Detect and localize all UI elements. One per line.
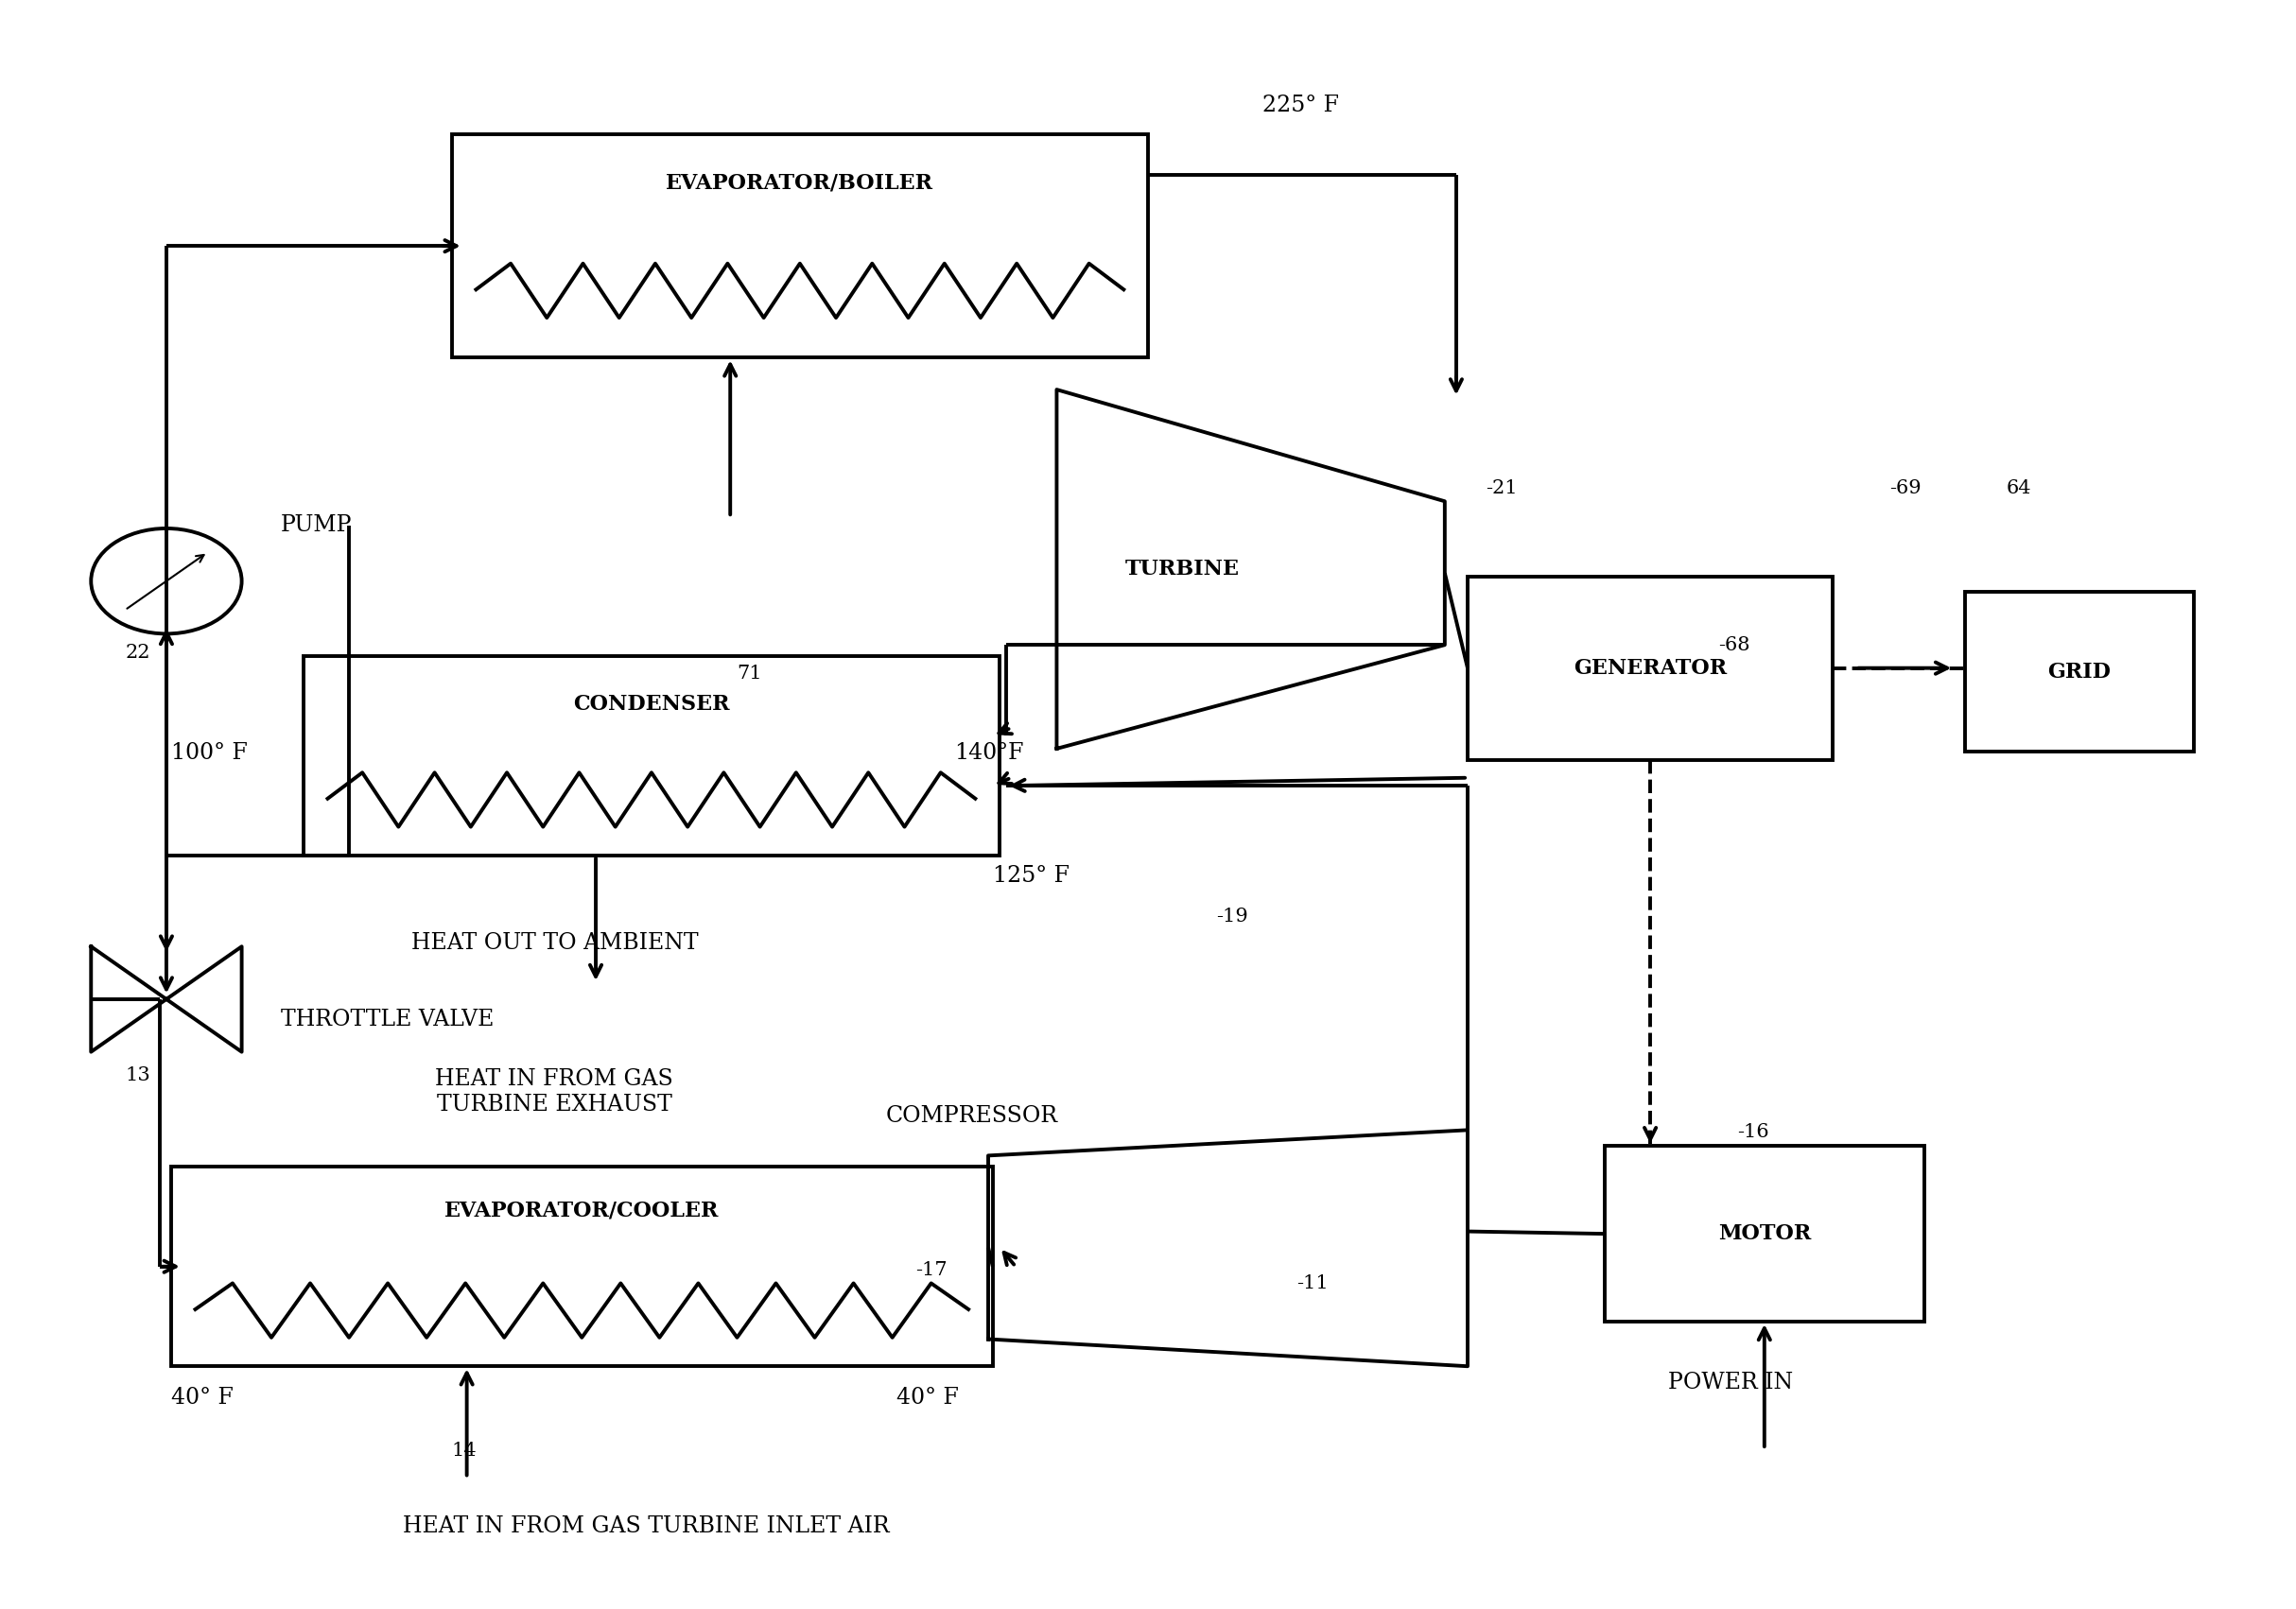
- Text: POWER IN: POWER IN: [1667, 1371, 1793, 1393]
- Text: 71: 71: [737, 665, 762, 682]
- Text: 40° F: 40° F: [898, 1387, 960, 1409]
- Bar: [170, 1167, 992, 1366]
- Text: -16: -16: [1738, 1123, 1768, 1141]
- Text: -19: -19: [1217, 907, 1249, 925]
- Text: 125° F: 125° F: [992, 866, 1070, 887]
- Text: -11: -11: [1297, 1274, 1329, 1292]
- Text: CONDENSER: CONDENSER: [574, 693, 730, 714]
- Text: COMPRESSOR: COMPRESSOR: [886, 1105, 1058, 1126]
- Bar: [1605, 1146, 1924, 1321]
- Text: -17: -17: [916, 1261, 946, 1279]
- Text: 225° F: 225° F: [1263, 95, 1339, 116]
- Text: GRID: GRID: [2048, 661, 2110, 682]
- Text: 64: 64: [2007, 479, 2032, 497]
- Text: 14: 14: [452, 1442, 478, 1459]
- Text: 140°F: 140°F: [953, 743, 1024, 764]
- Text: HEAT IN FROM GAS
TURBINE EXHAUST: HEAT IN FROM GAS TURBINE EXHAUST: [436, 1068, 673, 1115]
- Text: MOTOR: MOTOR: [1717, 1223, 1812, 1244]
- Text: PUMP: PUMP: [280, 515, 351, 536]
- Text: TURBINE: TURBINE: [1125, 558, 1240, 579]
- Bar: [452, 134, 1148, 357]
- Bar: [1467, 576, 1832, 759]
- Text: 100° F: 100° F: [170, 743, 248, 764]
- Text: HEAT OUT TO AMBIENT: HEAT OUT TO AMBIENT: [411, 933, 698, 954]
- Text: -21: -21: [1486, 479, 1518, 497]
- Text: 40° F: 40° F: [170, 1387, 234, 1409]
- Text: 22: 22: [126, 644, 149, 661]
- Text: 13: 13: [126, 1067, 152, 1084]
- Text: EVAPORATOR/BOILER: EVAPORATOR/BOILER: [666, 174, 934, 193]
- Text: HEAT IN FROM GAS TURBINE INLET AIR: HEAT IN FROM GAS TURBINE INLET AIR: [402, 1516, 889, 1537]
- Bar: [303, 656, 999, 856]
- Text: -69: -69: [1890, 479, 1922, 497]
- Text: EVAPORATOR/COOLER: EVAPORATOR/COOLER: [445, 1200, 719, 1221]
- Bar: [1965, 592, 2193, 751]
- Text: -68: -68: [1720, 636, 1750, 653]
- Text: THROTTLE VALVE: THROTTLE VALVE: [280, 1009, 494, 1031]
- Text: GENERATOR: GENERATOR: [1573, 658, 1727, 679]
